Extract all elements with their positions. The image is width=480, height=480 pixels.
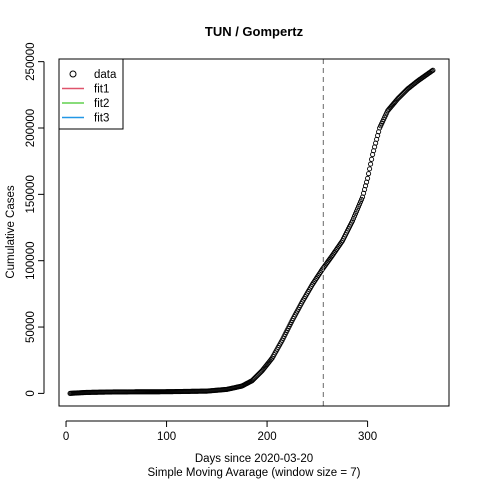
- data-point: [356, 201, 363, 207]
- x-tick-label: 0: [63, 431, 69, 443]
- legend: data fit1 fit2 fit3: [58, 58, 124, 130]
- x-axis: 0 100 200 300: [63, 420, 377, 443]
- y-tick-label: 200000: [25, 109, 37, 147]
- x-tick-label: 300: [358, 431, 377, 443]
- chart-title: TUN / Gompertz: [205, 24, 304, 39]
- data-series: [67, 67, 436, 396]
- legend-symbol-data: [69, 70, 77, 78]
- data-point: [367, 166, 373, 172]
- legend-label-fit3: fit3: [94, 113, 109, 125]
- data-point: [429, 68, 435, 74]
- data-point: [355, 204, 362, 210]
- y-axis-label: Cumulative Cases: [5, 185, 17, 279]
- data-point: [352, 211, 359, 217]
- data-point: [368, 161, 374, 167]
- y-tick-label: 150000: [25, 175, 37, 213]
- x-tick-label: 200: [257, 431, 276, 443]
- data-point: [357, 199, 364, 205]
- y-tick-label: 0: [25, 390, 37, 396]
- data-point: [353, 208, 360, 214]
- data-point: [351, 213, 358, 219]
- y-tick-label: 50000: [25, 311, 37, 343]
- y-tick-label: 250000: [25, 42, 37, 80]
- y-axis: 0 50000 100000 150000 200000 250000: [25, 42, 45, 397]
- x-axis-sublabel: Simple Moving Avarage (window size = 7): [148, 467, 361, 479]
- legend-label-fit2: fit2: [94, 98, 109, 110]
- y-tick-label: 100000: [25, 242, 37, 280]
- data-point: [350, 215, 357, 222]
- data-point: [369, 156, 375, 162]
- data-point: [365, 175, 371, 181]
- legend-label-fit1: fit1: [94, 84, 109, 96]
- data-point: [366, 171, 372, 177]
- data-point: [359, 196, 365, 202]
- data-point: [430, 67, 436, 73]
- data-point: [354, 206, 361, 212]
- x-axis-label: Days since 2020-03-20: [195, 453, 313, 465]
- plot-frame: [58, 58, 450, 407]
- x-tick-label: 100: [157, 431, 176, 443]
- data-point: [349, 218, 356, 224]
- legend-label-data: data: [94, 69, 117, 81]
